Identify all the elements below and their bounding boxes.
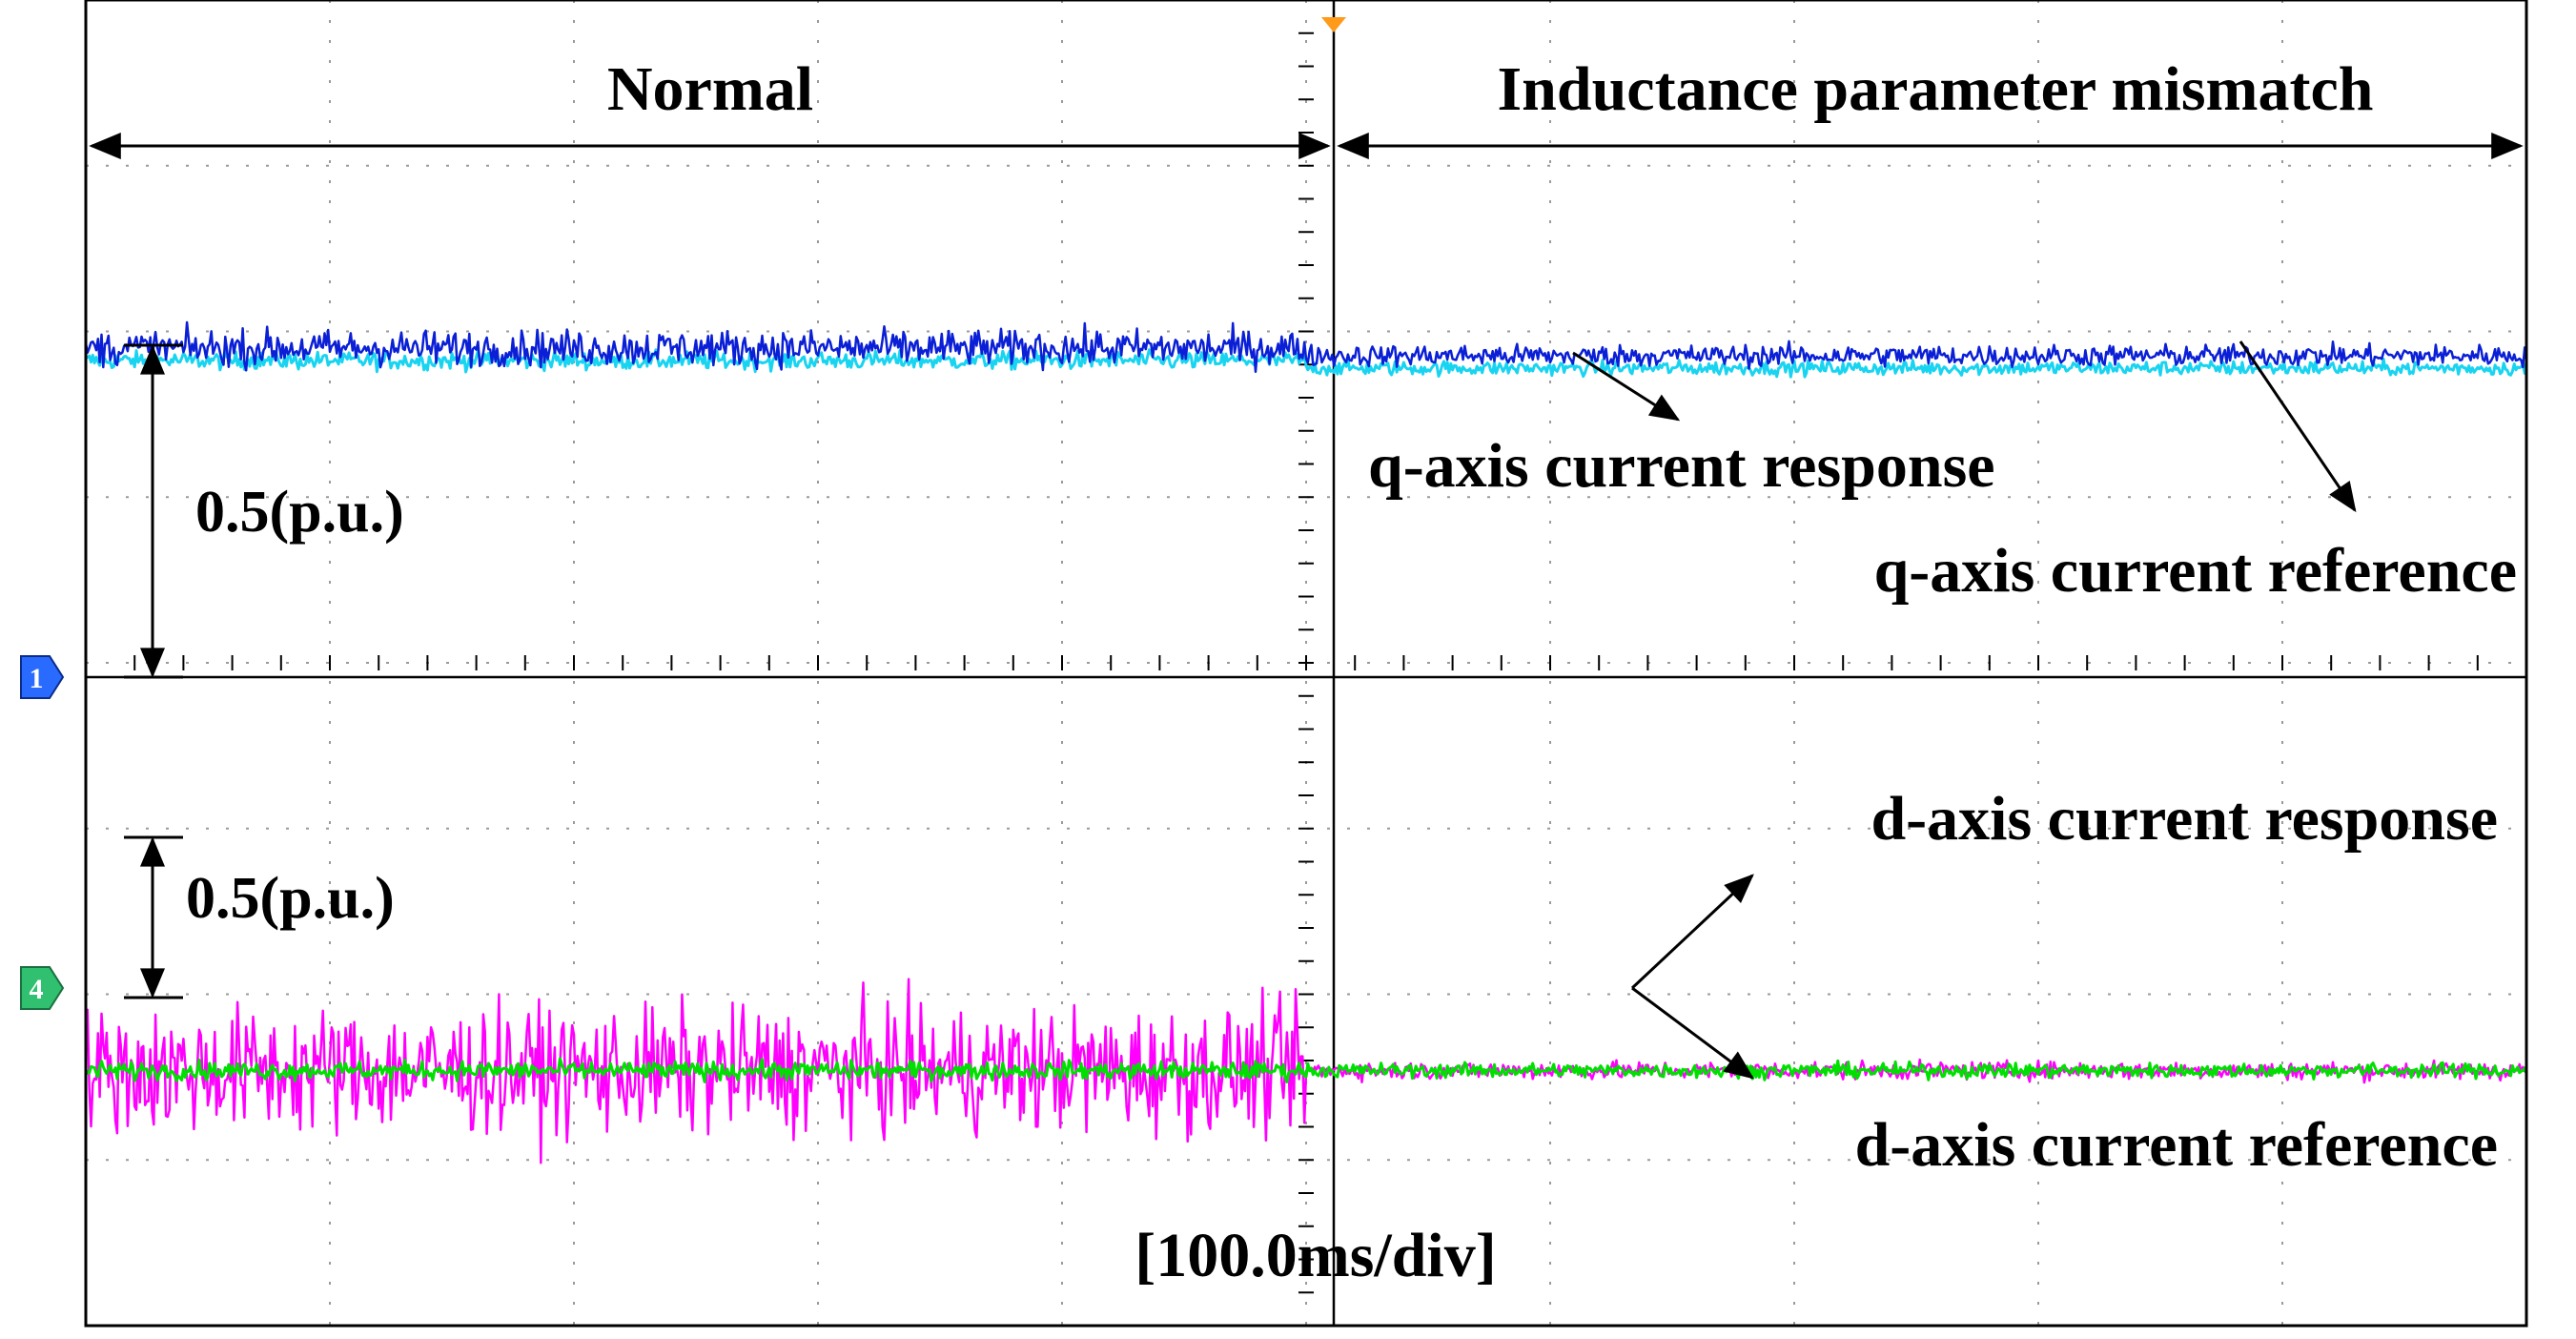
annotation-arrow-d-reference bbox=[1631, 986, 1755, 1080]
annotation-arrow-q-response bbox=[1572, 351, 1681, 422]
channel-1-marker-shape bbox=[20, 655, 65, 699]
series-d-axis-current-reference bbox=[84, 1057, 2528, 1083]
channel-1-marker-label: 1 bbox=[30, 663, 44, 694]
annotation-arrow-d-response bbox=[1630, 874, 1754, 990]
channel-1-marker: 1 bbox=[20, 655, 65, 699]
trigger-marker bbox=[1321, 17, 1346, 32]
time-scale-label: [100.0ms/div] bbox=[1135, 1221, 1497, 1290]
channel-4-marker-shape bbox=[20, 966, 65, 1010]
annotation-arrow-q-reference bbox=[2239, 340, 2357, 513]
scale-marker-ch4-label: 0.5(p.u.) bbox=[186, 866, 395, 931]
scale-marker-ch1-label: 0.5(p.u.) bbox=[195, 480, 404, 545]
annotation-label-d-reference: d-axis current reference bbox=[1855, 1110, 2498, 1180]
annotation-label-q-reference: q-axis current reference bbox=[1874, 536, 2517, 606]
channel-4-marker-label: 4 bbox=[30, 974, 44, 1005]
annotation-label-q-response: q-axis current response bbox=[1368, 431, 1995, 501]
channel-4-marker: 4 bbox=[20, 966, 65, 1010]
series-q-axis-current-response bbox=[84, 320, 2528, 374]
scope-grid bbox=[85, 0, 2527, 1327]
waveforms bbox=[84, 320, 2528, 1164]
region-label-normal: Normal bbox=[607, 54, 813, 124]
plot-frame bbox=[84, 0, 2528, 1328]
region-label-mismatch: Inductance parameter mismatch bbox=[1498, 54, 2374, 124]
annotation-label-d-response: d-axis current response bbox=[1871, 784, 2498, 854]
